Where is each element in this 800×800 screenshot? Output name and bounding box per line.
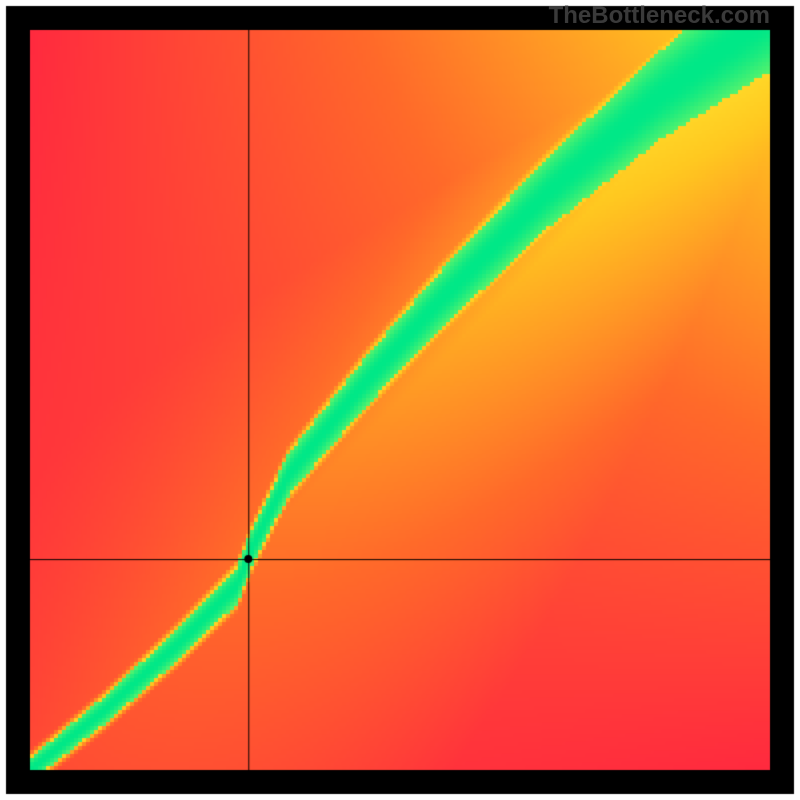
chart-container: { "chart": { "type": "heatmap", "canvas_… [0,0,800,800]
watermark-text: TheBottleneck.com [549,2,770,30]
bottleneck-heatmap [0,0,800,800]
